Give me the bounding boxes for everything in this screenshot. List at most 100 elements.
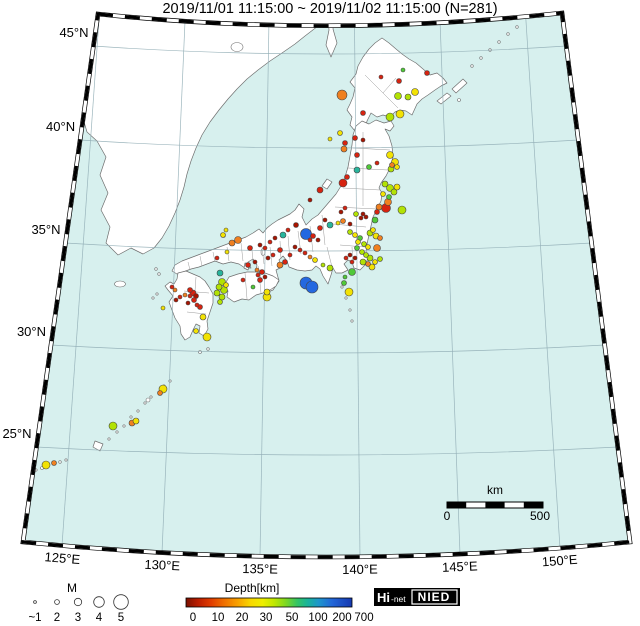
depth-tick-label: 0 [190,612,196,624]
earthquake-marker [263,288,271,296]
hinet-nied-logo[interactable]: Hi -net NIED [374,588,460,606]
earthquake-marker [340,145,348,153]
depth-colorbar [185,597,353,608]
earthquake-marker [359,258,367,266]
earthquake-marker [185,300,191,306]
earthquake-marker [397,205,407,215]
island-tsushima [154,267,158,271]
earthquake-marker [51,460,57,466]
earthquake-marker [187,293,193,299]
magnitude-sample-label: 4 [96,612,103,624]
earthquake-marker [317,225,323,231]
earthquake-marker [363,214,369,220]
earthquake-marker [380,191,386,197]
earthquake-marker [342,205,348,211]
earthquake-marker [252,259,258,265]
earthquake-marker [213,289,221,297]
earthquake-marker [360,137,366,143]
earthquake-marker [223,282,229,288]
earthquake-marker [214,255,220,261]
magnitude-legend-title: M [67,581,77,595]
magnitude-sample-circle [73,597,83,607]
magnitude-legend-items: ~1 2 3 4 5 [28,594,129,624]
earthquake-marker [352,232,358,238]
earthquake-marker [352,135,358,141]
lake-khanka [230,42,244,52]
earthquake-marker [315,237,321,243]
depth-tick-label: 200 [332,612,351,624]
longitude-label: 125°E [44,549,81,567]
earthquake-marker [307,254,313,260]
earthquake-marker [282,259,288,265]
epicenter-markers [41,67,430,470]
earthquake-marker [385,112,395,122]
earthquake-marker [297,247,303,253]
earthquake-marker [193,328,199,334]
prefecture-borders [183,74,399,315]
earthquake-marker [247,245,253,251]
earthquake-marker [354,245,360,251]
earthquake-marker [262,274,268,280]
earthquake-marker [347,252,353,258]
logo-nied-text: NIED [418,590,451,604]
earthquake-marker [41,460,51,470]
earthquake-marker [370,227,376,233]
earthquake-marker [365,261,371,267]
earthquake-marker [199,313,207,321]
earthquake-marker [160,305,166,311]
earthquake-marker [307,197,313,203]
earthquake-marker [353,211,359,217]
earthquake-marker [338,178,348,188]
earthquake-marker [285,227,291,233]
earthquake-marker [316,186,324,194]
earthquake-marker [372,259,378,265]
earthquake-marker [202,332,212,342]
magnitude-sample-label: ~1 [28,612,41,624]
logo-nied-box [411,589,458,605]
parallel-line [93,45,567,55]
earthquake-marker [374,160,380,166]
depth-legend: Depth[km] 0 10 20 30 50 100 200 700 [185,581,374,624]
earthquake-marker [224,249,230,255]
earthquake-marker [342,140,348,146]
depth-tick-label: 10 [212,612,225,624]
earthquake-marker [177,294,183,300]
earthquake-marker [335,220,341,226]
meridian-line [525,16,561,549]
earthquake-marker [386,194,392,200]
earthquake-marker [215,283,223,291]
earthquake-marker [381,180,389,188]
longitude-label: 140°E [342,562,378,577]
earthquake-marker [342,274,348,280]
earthquake-marker [270,252,276,258]
earthquake-marker [360,110,366,116]
earthquake-marker [347,221,353,227]
island-kunashiri [436,92,452,105]
meridian-line [354,25,361,557]
earthquake-marker [217,299,223,305]
earthquake-marker [255,272,261,278]
earthquake-marker [287,252,293,258]
earthquake-marker [360,211,366,217]
longitude-label: 135°E [242,561,278,577]
earthquake-marker [366,254,374,262]
earthquake-marker [411,88,419,96]
scale-bar-start: 0 [444,509,451,523]
earthquake-marker [389,162,395,168]
earthquake-marker [293,222,299,228]
magnitude-sample-label: 3 [75,612,81,624]
earthquake-marker [172,287,178,293]
earthquake-marker [302,250,308,256]
latitude-labels: 45°N 40°N 35°N 30°N 25°N [2,25,88,441]
depth-colorbar-ticks: 0 10 20 30 50 100 200 700 [190,612,374,624]
earthquake-marker [394,164,400,170]
latitude-label: 35°N [31,222,60,237]
map-frame [20,10,633,560]
japan-map[interactable] [23,13,630,557]
island-jeju [114,280,126,288]
earthquake-marker [327,136,333,142]
earthquake-marker [358,215,364,221]
earthquake-marker [375,203,383,211]
earthquake-marker [393,183,401,191]
